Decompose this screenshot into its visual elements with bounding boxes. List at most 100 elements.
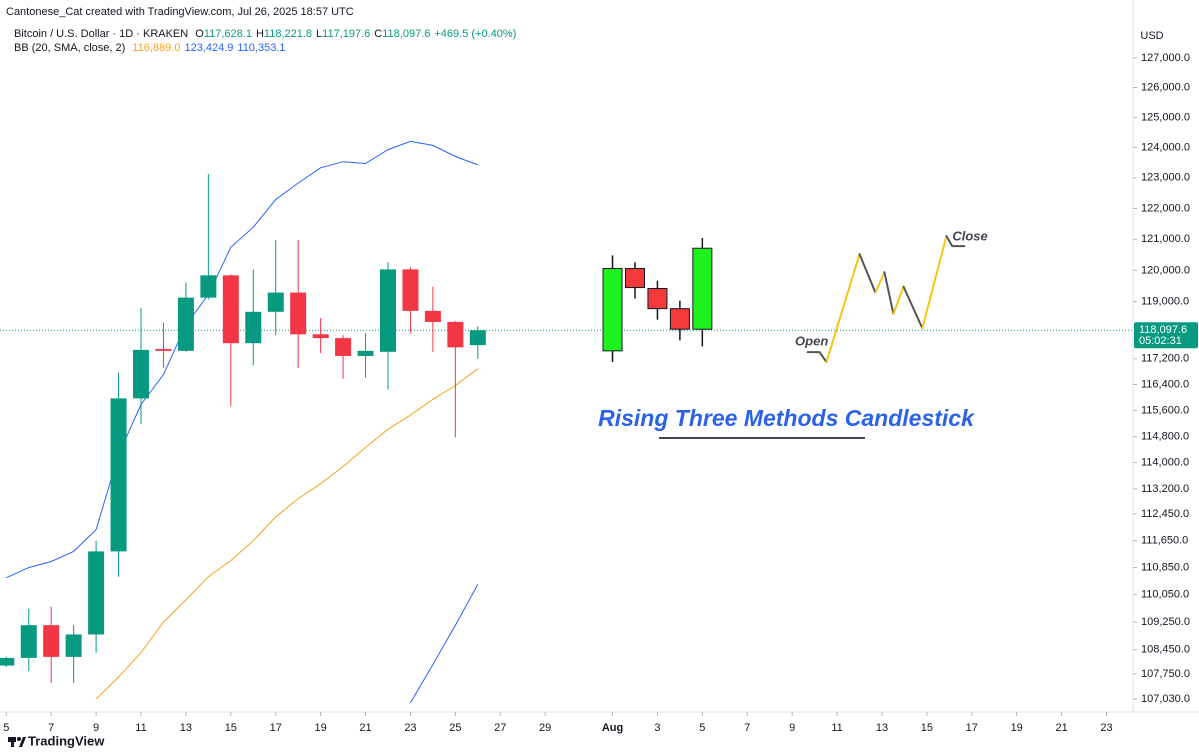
y-tick-label: 122,000.0 [1141,202,1190,214]
candle-body [43,625,60,657]
candle-body [200,275,217,298]
y-tick-label: 114,000.0 [1141,456,1189,468]
y-tick-label: 107,750.0 [1141,668,1190,680]
x-tick-label: 29 [539,722,551,734]
last-price-box [1134,322,1198,349]
indicator: BB (20, SMA, close, 2) [14,42,126,54]
zigzag-segment [858,253,877,294]
candle-body [267,292,284,312]
zigzag-segment [874,271,886,294]
x-tick-label: 13 [180,722,192,734]
change: +469.5 (+0.40%) [434,28,517,40]
zigzag-segment [921,235,948,330]
x-tick-label: 3 [654,722,660,734]
y-tick-label: 113,200.0 [1141,483,1189,495]
candle-body [155,348,172,351]
indicator-value: 110,353.1 [237,42,286,54]
x-tick-label: 15 [921,722,933,734]
x-tick-label: 21 [1055,722,1067,734]
zigzag-segment [825,253,861,364]
header-line: BB (20, SMA, close, 2) 116,889.0 123,424.… [14,42,290,54]
y-tick-label: 107,030.0 [1141,693,1190,705]
zigzag-segment [883,271,895,316]
logo-mark [17,737,21,741]
countdown: 05:02:31 [1139,335,1182,347]
x-tick-label: 9 [789,722,795,734]
band-line [409,584,479,704]
indicator-value: 123,424.9 [184,42,234,54]
last-price-label: 118,097.6 [1139,324,1187,336]
y-tick-label: 111,650.0 [1141,535,1188,547]
candle-body [335,338,352,356]
header-line: Bitcoin / U.S. Dollar · 1D · KRAKEN O117… [14,28,520,40]
credit: Cantonese_Cat created with TradingView.c… [6,6,354,18]
x-tick-label: 7 [744,722,750,734]
y-tick-label: 116,400.0 [1141,378,1189,390]
ohlc-key: O [195,28,204,40]
x-tick-label: 17 [270,722,282,734]
zigzag-segment [892,285,905,316]
ohlc-key: H [255,28,264,40]
y-tick-label: 109,250.0 [1141,616,1190,628]
candle-body [669,308,690,330]
ohlc-key: C [374,28,383,40]
candle-body [312,334,329,339]
x-tick-label: 9 [93,722,99,734]
y-tick-label: 125,000.0 [1141,111,1190,123]
candle-body [133,349,150,399]
zigzag-end-label: Close [952,229,987,244]
y-tick-label: 127,000.0 [1141,52,1190,64]
logo-mark [11,737,14,747]
y-tick-label: 110,050.0 [1141,589,1189,601]
x-tick-label: 19 [315,722,327,734]
candle-body [20,625,37,658]
x-tick-label: 5 [699,722,705,734]
y-tick-label: 117,200.0 [1141,353,1189,365]
candle-body [692,247,713,330]
y-tick-label: 120,000.0 [1141,264,1190,276]
logo [8,737,26,747]
zigzag-segment [945,235,954,248]
band-line [95,368,479,700]
candle-body [177,297,194,351]
candle-body [88,551,105,635]
x-tick-label: 21 [359,722,371,734]
symbol: Bitcoin / U.S. Dollar · 1D · KRAKEN [14,28,189,40]
zigzag-segment [818,351,828,364]
y-tick-label: 110,850.0 [1141,562,1189,574]
candle-body [357,350,374,356]
ohlc-value: 118,221.8 [263,28,313,40]
x-tick-label: 17 [966,722,978,734]
y-tick-label: 112,450.0 [1141,508,1189,520]
x-tick-label: 7 [48,722,54,734]
x-tick-label: Aug [602,722,623,734]
candle-body [424,310,441,322]
candle-body [290,292,307,335]
ohlc-key: L [316,28,323,40]
candle-body [402,269,419,311]
watermark: TradingView [28,733,105,748]
y-tick-label: 123,000.0 [1141,172,1190,184]
logo-mark [19,737,26,747]
y-tick-label: 115,600.0 [1141,404,1189,416]
candle-body [110,398,127,552]
ohlc-value: 117,197.6 [322,28,371,40]
indicator-value: 116,889.0 [132,42,181,54]
y-tick-label: 114,800.0 [1141,430,1189,442]
x-tick-label: 23 [404,722,416,734]
x-tick-label: 13 [876,722,888,734]
candle-body [0,657,15,666]
candle-body [447,321,464,348]
candle-body [469,330,486,346]
candle-body [647,288,668,310]
y-tick-label: 119,000.0 [1141,296,1189,308]
candle-body [379,269,396,352]
header-line: Cantonese_Cat created with TradingView.c… [6,6,358,18]
x-tick-label: 11 [135,722,146,734]
ohlc-value: 117,628.1 [203,28,252,40]
currency: USD [1140,30,1163,42]
y-tick-label: 121,000.0 [1141,233,1190,245]
x-tick-label: 15 [225,722,237,734]
